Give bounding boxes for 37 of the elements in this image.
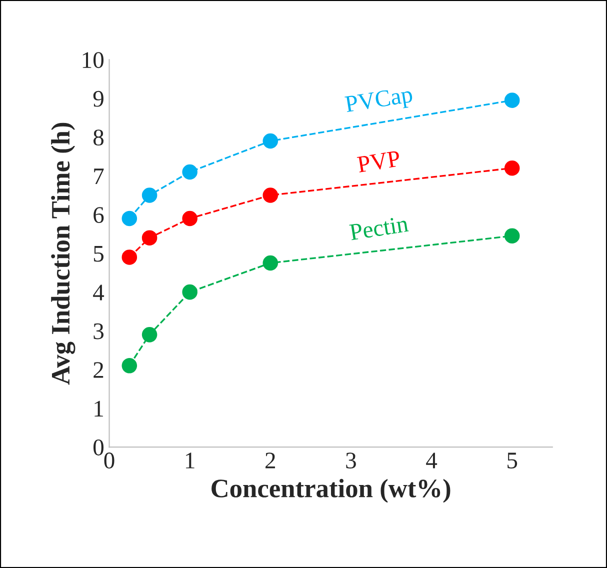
x-tick-label: 1 — [186, 452, 194, 468]
text: Pectin — [349, 216, 409, 240]
y-tick-label: 4 — [93, 284, 104, 300]
point — [504, 92, 520, 108]
y-axis-title: Avg Induction Time (h) — [51, 122, 76, 385]
x-tick-label: 4 — [426, 452, 438, 468]
y-tick-label: 9 — [93, 90, 104, 107]
y-tick-label: 0 — [93, 440, 104, 456]
y-tick-label: 5 — [94, 246, 104, 262]
y-tick-label: 7 — [94, 168, 104, 184]
point — [182, 164, 198, 180]
y-tick-label: 6 — [94, 207, 104, 224]
text: PVCap — [344, 86, 414, 118]
x-tick-label: 2 — [266, 452, 275, 468]
text: PVP — [356, 150, 401, 173]
point — [262, 188, 278, 203]
x-tick-label: 5 — [508, 452, 518, 468]
point — [504, 160, 520, 176]
y-tick-label: 10 — [82, 52, 104, 68]
point — [262, 133, 278, 149]
x-tick-label: 3 — [346, 452, 356, 468]
point — [142, 230, 158, 246]
y-tick-label: 3 — [94, 323, 104, 340]
point — [122, 250, 138, 265]
x-tick-label: 0 — [104, 452, 114, 468]
y-tick-label: 2 — [94, 362, 104, 378]
y-tick-label: 1 — [94, 400, 103, 416]
point — [142, 327, 158, 342]
y-tick-label: 8 — [93, 130, 104, 146]
point — [504, 228, 520, 244]
point — [182, 284, 198, 300]
point — [182, 210, 198, 226]
point — [122, 210, 138, 226]
x-axis-title: Concentration (wt%) — [212, 478, 450, 503]
point — [142, 188, 158, 203]
point — [122, 358, 138, 374]
point — [262, 255, 278, 271]
